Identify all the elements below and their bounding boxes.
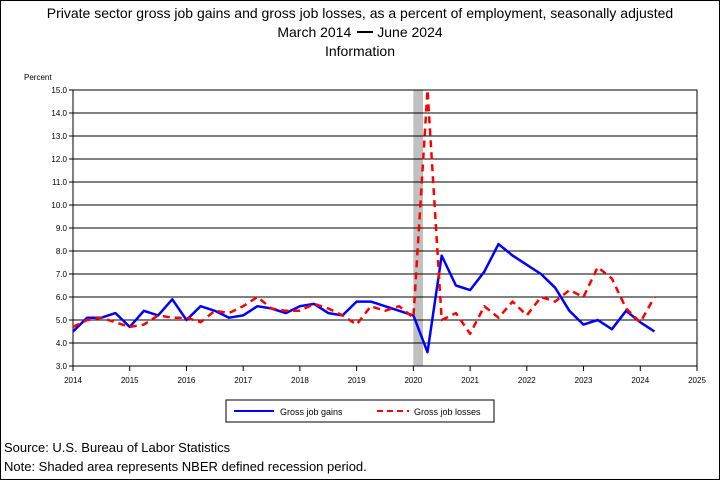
y-tick-label: 8.0 xyxy=(56,247,68,256)
y-tick-label: 5.0 xyxy=(56,316,68,325)
y-tick-label: 3.0 xyxy=(56,362,68,371)
x-tick-label: 2019 xyxy=(348,376,366,385)
x-tick-label: 2020 xyxy=(404,376,422,385)
plot-frame xyxy=(72,89,698,367)
x-tick-label: 2025 xyxy=(688,376,706,385)
series-line-gains xyxy=(72,242,656,354)
y-tick-label: 6.0 xyxy=(56,293,68,302)
x-tick-label: 2024 xyxy=(631,376,649,385)
y-tick-label: 14.0 xyxy=(51,109,67,118)
x-tick-label: 2021 xyxy=(461,376,479,385)
recession-note: Note: Shaded area represents NBER define… xyxy=(4,459,367,474)
series-line-losses xyxy=(72,88,656,336)
chart-period: March 2014 June 2024 xyxy=(0,23,720,42)
source-note: Source: U.S. Bureau of Labor Statistics xyxy=(4,440,231,455)
legend-box xyxy=(225,399,495,423)
x-tick-label: 2015 xyxy=(121,376,139,385)
y-tick-label: 7.0 xyxy=(56,270,68,279)
y-tick-label: 12.0 xyxy=(51,155,67,164)
x-tick-label: 2018 xyxy=(291,376,309,385)
y-tick-label: 15.0 xyxy=(51,86,67,95)
y-tick-label: 10.0 xyxy=(51,201,67,210)
y-axis-label: Percent xyxy=(24,73,52,82)
x-tick-label: 2016 xyxy=(178,376,196,385)
x-tick-label: 2014 xyxy=(64,376,82,385)
chart-title-block: Private sector gross job gains and gross… xyxy=(0,4,720,61)
x-tick-label: 2022 xyxy=(518,376,536,385)
period-dash-icon xyxy=(357,30,374,33)
y-tick-label: 4.0 xyxy=(56,339,68,348)
y-tick-label: 11.0 xyxy=(52,178,68,187)
chart-subtitle: Information xyxy=(324,43,396,59)
legend-label-gains: Gross job gains xyxy=(280,407,343,417)
x-tick-label: 2017 xyxy=(234,376,252,385)
period-end: June 2024 xyxy=(377,24,443,40)
period-start: March 2014 xyxy=(277,24,352,40)
y-tick-label: 9.0 xyxy=(56,224,68,233)
legend-label-losses: Gross job losses xyxy=(414,407,481,417)
chart-title: Private sector gross job gains and gross… xyxy=(46,5,674,21)
x-tick-label: 2023 xyxy=(575,376,593,385)
legend: Gross job gains Gross job losses xyxy=(225,399,495,423)
y-tick-label: 13.0 xyxy=(51,132,67,141)
